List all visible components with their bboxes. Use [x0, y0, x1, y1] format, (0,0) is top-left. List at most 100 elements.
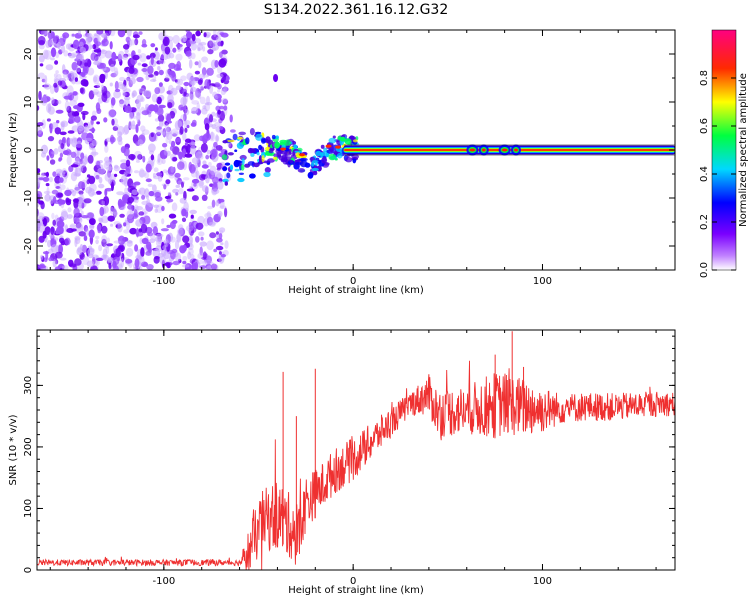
noise-blob	[146, 198, 151, 206]
noise-blob	[188, 229, 191, 234]
noise-blob	[38, 40, 45, 46]
signal-blob	[222, 166, 228, 171]
noise-blob	[138, 87, 146, 93]
noise-blob	[74, 237, 78, 248]
noise-blob	[185, 93, 193, 98]
noise-blob	[165, 126, 172, 132]
noise-blob	[50, 57, 55, 61]
noise-blob	[150, 132, 154, 138]
noise-blob	[209, 232, 217, 239]
noise-blob	[88, 90, 95, 100]
x-tick-label: 100	[533, 276, 552, 287]
y-tick-label: 300	[23, 376, 34, 395]
noise-blob	[100, 84, 105, 90]
noise-blob	[58, 158, 62, 162]
noise-blob	[55, 168, 63, 174]
noise-blob	[156, 238, 162, 248]
noise-blob	[81, 215, 89, 219]
noise-blob	[46, 118, 51, 122]
noise-blob	[86, 260, 95, 268]
noise-blob	[123, 53, 129, 58]
noise-blob	[89, 183, 97, 192]
noise-blob	[120, 175, 128, 185]
noise-blob	[59, 257, 67, 261]
noise-blob	[65, 43, 72, 50]
noise-blob	[143, 211, 148, 215]
noise-blob	[96, 91, 103, 98]
noise-blob	[200, 143, 208, 153]
noise-blob	[48, 102, 52, 112]
noise-blob	[168, 174, 175, 179]
noise-blob	[116, 191, 124, 196]
noise-blob	[95, 102, 101, 112]
noise-blob	[114, 67, 119, 77]
noise-blob	[113, 240, 122, 244]
noise-blob	[57, 187, 63, 194]
signal-blob	[226, 172, 231, 179]
noise-blob	[220, 41, 224, 47]
noise-blob	[127, 240, 133, 244]
signal-blob	[332, 135, 336, 139]
noise-blob	[171, 202, 178, 212]
noise-blob	[205, 265, 213, 270]
noise-blob	[96, 121, 100, 125]
noise-blob	[182, 260, 187, 265]
noise-blob	[141, 194, 146, 200]
noise-blob	[145, 195, 150, 200]
noise-blob	[178, 227, 186, 237]
noise-blob	[117, 30, 126, 38]
signal-blob	[314, 162, 318, 166]
signal-blob	[345, 157, 353, 163]
signal-blob	[278, 154, 282, 158]
signal-blob	[283, 139, 292, 146]
noise-blob	[101, 38, 109, 47]
noise-blob	[64, 189, 72, 197]
noise-blob	[106, 237, 110, 244]
noise-blob	[73, 207, 80, 217]
noise-blob	[56, 41, 62, 50]
noise-blob	[90, 115, 97, 121]
noise-blob	[126, 209, 134, 220]
noise-blob	[201, 164, 209, 169]
noise-blob	[60, 123, 65, 131]
noise-blob	[213, 93, 222, 101]
noise-blob	[88, 142, 94, 150]
colorbar-tick-label: 0.4	[699, 166, 710, 182]
noise-blob	[221, 49, 228, 55]
noise-blob	[93, 85, 100, 89]
noise-blob	[161, 218, 165, 225]
noise-blob	[178, 151, 183, 160]
noise-blob	[134, 258, 140, 268]
noise-blob	[141, 85, 146, 92]
noise-blob	[162, 169, 168, 173]
noise-blob	[38, 43, 45, 50]
noise-blob	[120, 162, 128, 170]
noise-blob	[172, 131, 179, 136]
noise-blob	[223, 85, 228, 94]
noise-blob	[118, 50, 125, 60]
signal-blob	[222, 140, 228, 144]
noise-blob	[109, 63, 116, 72]
noise-blob	[49, 149, 55, 159]
noise-blob	[128, 67, 135, 74]
noise-blob	[142, 155, 146, 163]
noise-blob	[135, 159, 140, 163]
noise-blob	[204, 102, 213, 106]
noise-blob	[191, 100, 200, 105]
noise-blob	[189, 239, 193, 248]
noise-blob	[113, 221, 121, 226]
noise-blob	[205, 174, 210, 184]
noise-blob	[154, 104, 158, 114]
signal-blob	[227, 152, 234, 156]
signal-blob	[250, 152, 255, 157]
noise-blob	[197, 42, 204, 51]
noise-blob	[140, 223, 148, 234]
noise-blob	[218, 232, 223, 240]
noise-blob	[114, 173, 118, 177]
noise-blob	[219, 105, 225, 110]
noise-blob	[140, 125, 146, 132]
noise-blob	[95, 257, 104, 261]
noise-blob	[79, 244, 84, 251]
noise-blob	[37, 212, 45, 221]
noise-blob	[110, 72, 117, 78]
